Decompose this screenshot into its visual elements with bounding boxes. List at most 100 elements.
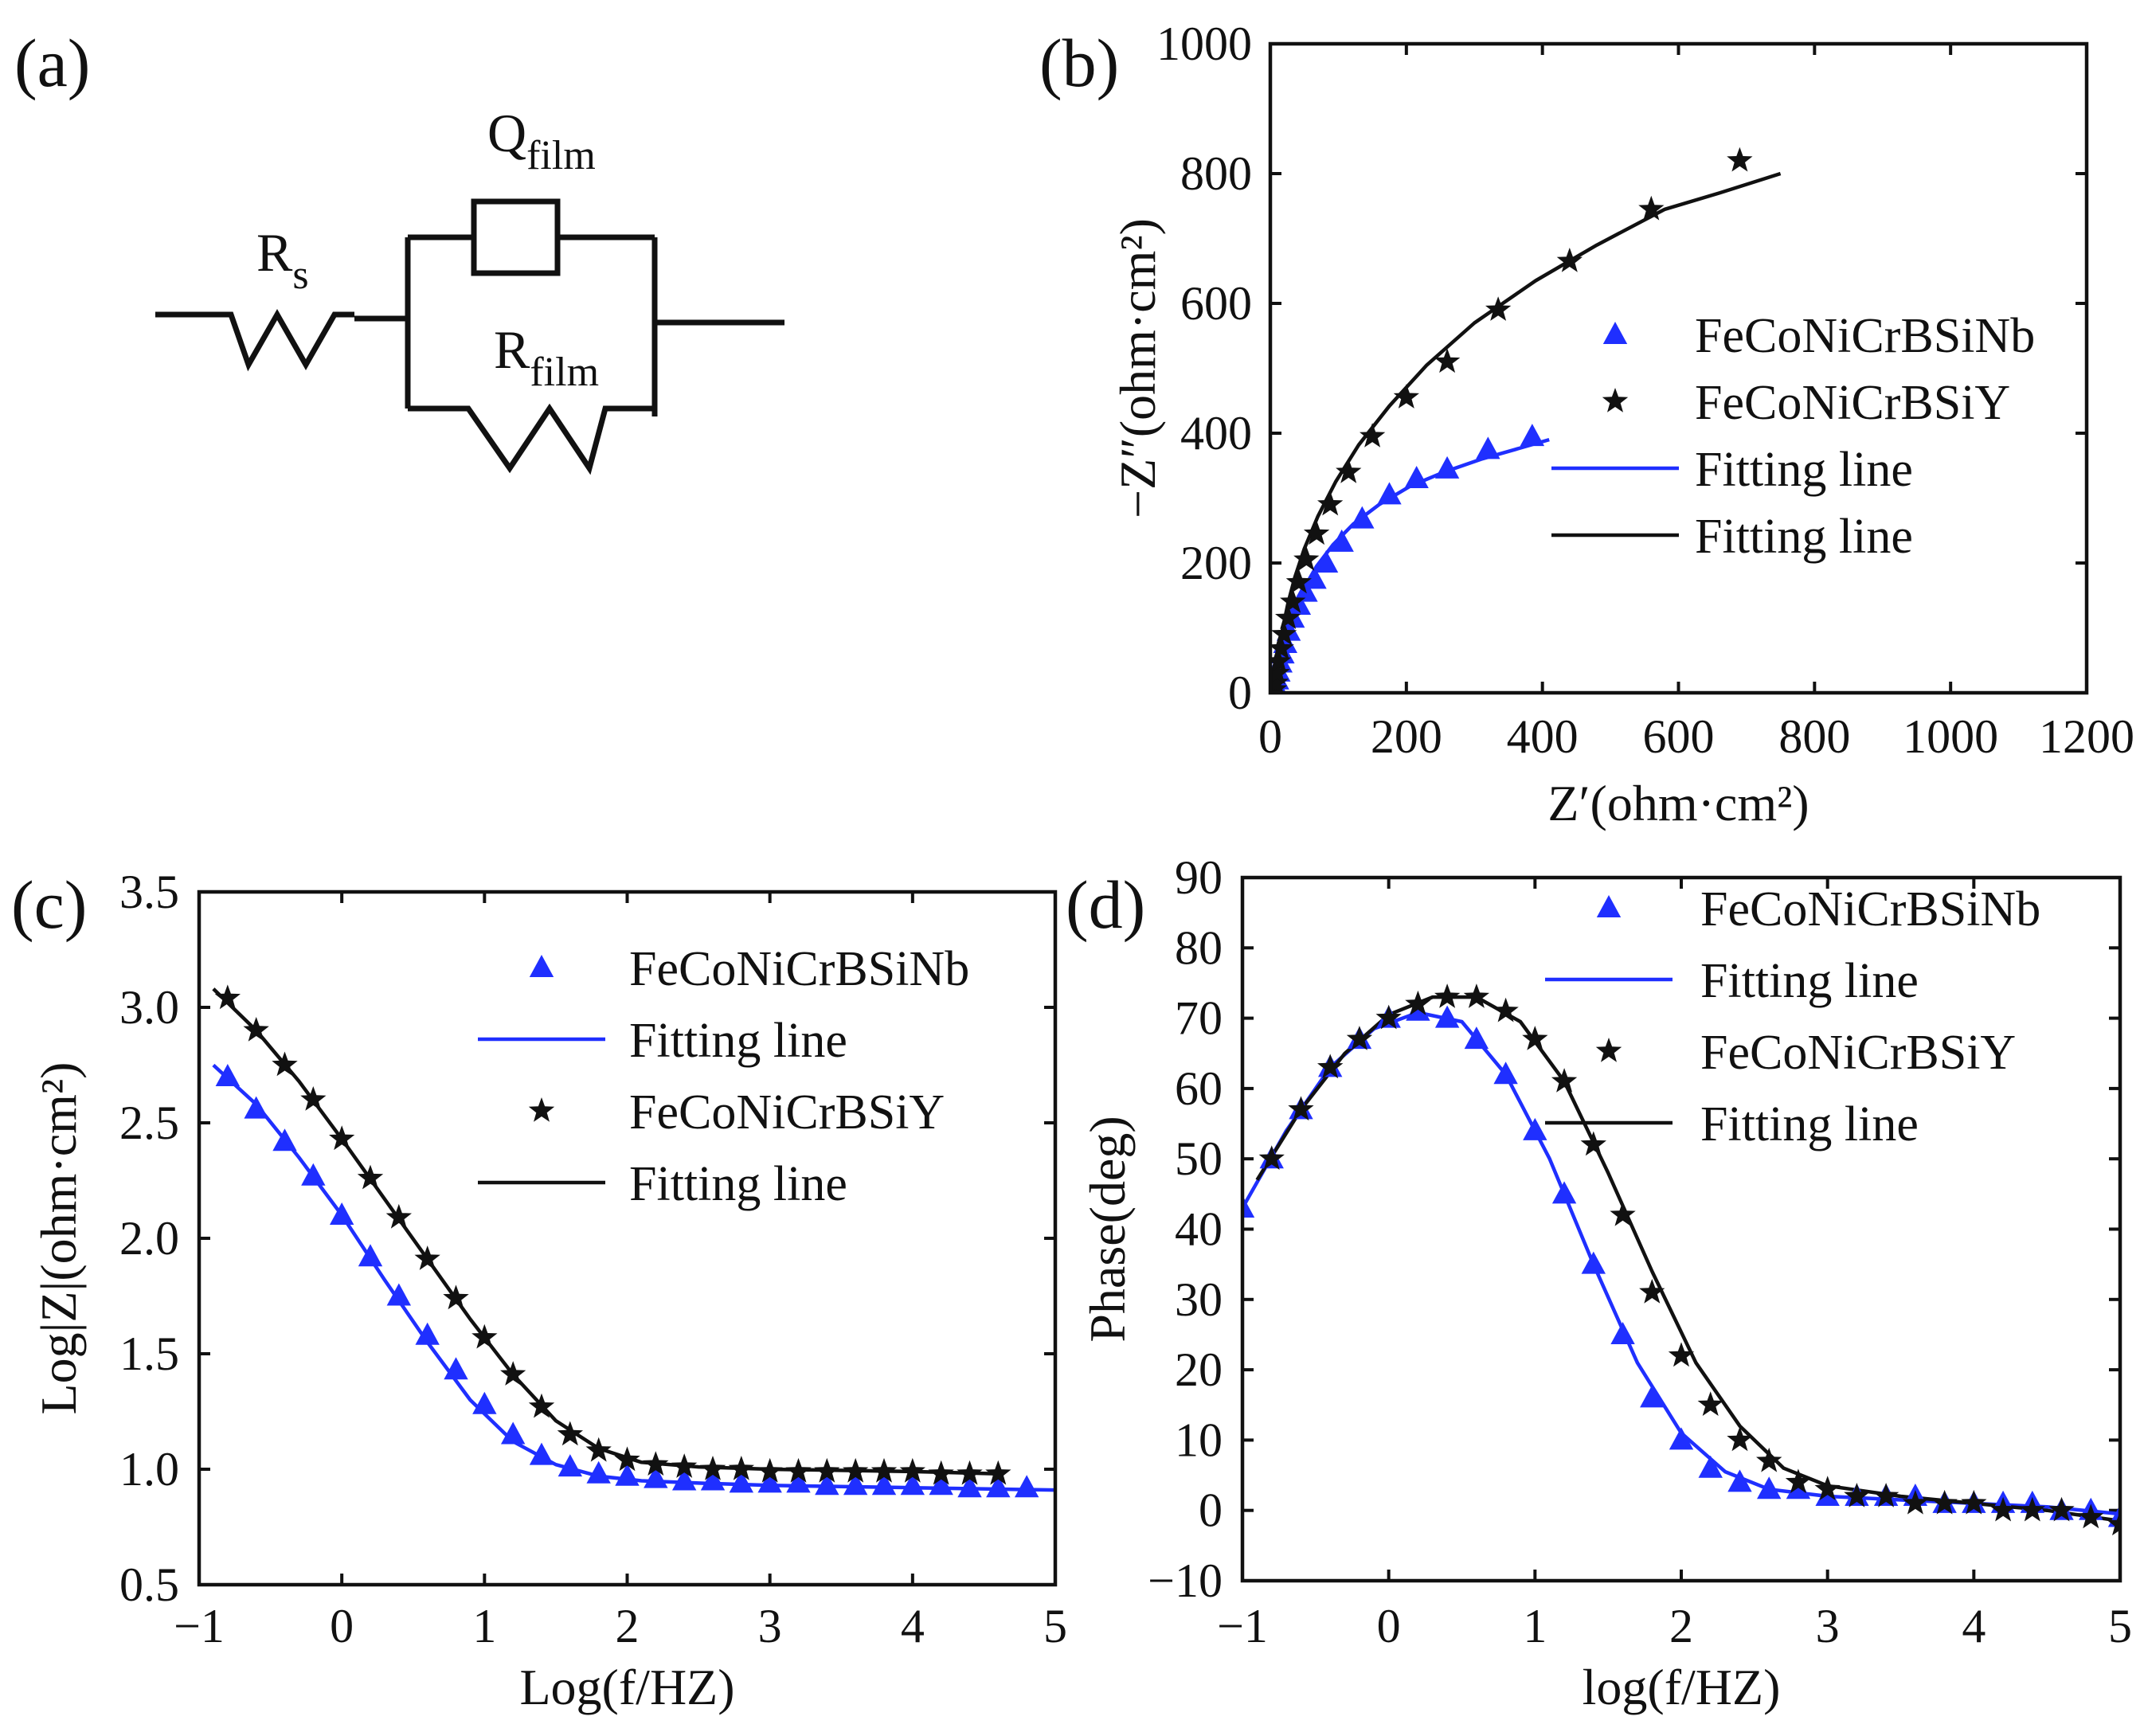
star-point: [1280, 588, 1306, 613]
star-point: [1989, 1496, 2017, 1522]
triangle-point: [1610, 1321, 1635, 1344]
star-point: [414, 1245, 440, 1270]
triangle-point: [272, 1128, 297, 1151]
y-tick-label: 30: [1175, 1273, 1223, 1326]
star-point: [272, 1051, 298, 1077]
y-tick-label: 2.0: [119, 1212, 179, 1265]
star-point: [357, 1164, 384, 1190]
triangle-point: [1757, 1476, 1782, 1499]
star-point: [1902, 1489, 1928, 1515]
triangle-point: [1520, 424, 1545, 447]
triangle-point: [644, 1465, 668, 1488]
x-tick-label: 0: [1258, 710, 1282, 763]
y-tick-label: 70: [1175, 992, 1223, 1045]
triangle-point: [815, 1472, 839, 1496]
triangle-point: [1313, 550, 1339, 573]
x-tick-label: 5: [2108, 1600, 2132, 1652]
triangle-point: [1493, 1062, 1518, 1085]
star-point: [928, 1460, 954, 1485]
triangle-point: [900, 1472, 925, 1496]
y-tick-label: 0: [1228, 667, 1252, 719]
star-point: [1485, 296, 1512, 321]
star-point: [899, 1457, 925, 1483]
triangle-point: [500, 1421, 526, 1445]
y-axis-label: −Z″(ohm·cm²): [1109, 218, 1166, 518]
legend-triangle-swatch: [1596, 895, 1622, 917]
star-point: [1270, 647, 1292, 673]
star-point: [2019, 1496, 2045, 1522]
star-point: [214, 984, 241, 1010]
star-point: [985, 1460, 1011, 1485]
rs-label: Rs: [256, 222, 309, 298]
star-point: [329, 1125, 355, 1151]
triangle-point: [472, 1391, 497, 1414]
star-point: [528, 1393, 555, 1418]
y-tick-label: 3.5: [119, 866, 179, 918]
star-point: [1556, 248, 1583, 272]
star-point: [2048, 1496, 2075, 1522]
legend-label: Fitting line: [1700, 1097, 1919, 1151]
triangle-point: [1302, 566, 1327, 589]
star-point: [500, 1361, 526, 1386]
legend-label: Fitting line: [1695, 510, 1913, 564]
star-point: [814, 1457, 840, 1483]
x-tick-label: 1: [472, 1600, 496, 1652]
star-point: [843, 1457, 869, 1483]
star-point: [1360, 423, 1386, 448]
legend-triangle-swatch: [1602, 322, 1628, 344]
panel-a-label: (a): [14, 25, 90, 101]
panel-c-label: (c): [11, 866, 87, 943]
triangle-point: [1377, 482, 1402, 505]
triangle-point: [586, 1460, 611, 1484]
triangle-point: [1350, 506, 1375, 529]
y-axis-label: Log|Z|(ohm·cm²): [30, 1062, 87, 1415]
star-point: [614, 1446, 640, 1472]
triangle-point: [1242, 1195, 1255, 1218]
star-point: [1405, 990, 1431, 1015]
triangle-point: [986, 1475, 1011, 1498]
series-FeCoNiCrBSiY: [1258, 983, 2120, 1536]
plot-area: [1242, 983, 2120, 1536]
series-FeCoNiCrBSiY: [1270, 147, 1753, 693]
star-point: [757, 1457, 783, 1483]
y-tick-label: 80: [1175, 921, 1223, 974]
star-point: [2078, 1503, 2104, 1529]
star-point: [1638, 195, 1665, 221]
triangle-point: [444, 1357, 468, 1380]
y-tick-label: 40: [1175, 1203, 1223, 1256]
x-tick-label: 200: [1371, 710, 1442, 763]
star-point: [1434, 348, 1461, 373]
star-point: [471, 1324, 498, 1349]
star-point: [1346, 1026, 1373, 1050]
triangle-point: [529, 1442, 554, 1465]
panel-d-label: (d): [1066, 866, 1145, 943]
legend-label: FeCoNiCrBSiNb: [629, 942, 969, 996]
series-FeCoNiCrBSiY: [214, 984, 1011, 1485]
legend-star-swatch: [528, 1097, 555, 1122]
x-tick-label: 0: [1377, 1600, 1401, 1652]
y-tick-label: 0: [1199, 1484, 1223, 1537]
triangle-point: [1640, 1385, 1665, 1408]
triangle-point: [929, 1472, 953, 1496]
triangle-point: [1669, 1427, 1694, 1450]
legend-label: Fitting line: [629, 1014, 847, 1068]
star-point: [1258, 1145, 1285, 1170]
triangle-point: [1434, 456, 1460, 479]
nyquist-chart: 0 200 400 600 800 1000 1200 0 200 400 600 800 1000 Z′…: [1109, 18, 2134, 831]
y-tick-label: 1000: [1156, 18, 1252, 70]
triangle-point: [215, 1064, 241, 1086]
y-tick-label: 0.5: [119, 1558, 179, 1611]
legend-label: FeCoNiCrBSiNb: [1695, 309, 2035, 363]
x-tick-label: 1: [1523, 1600, 1547, 1652]
triangle-point: [386, 1283, 412, 1306]
star-point: [1285, 569, 1312, 594]
triangle-point: [1727, 1469, 1752, 1492]
x-tick-label: 0: [330, 1600, 354, 1652]
star-point: [243, 1017, 269, 1042]
star-point: [1873, 1483, 1899, 1507]
x-tick-label: −1: [174, 1600, 225, 1652]
triangle-point: [729, 1470, 754, 1493]
star-point: [385, 1203, 412, 1229]
star-point: [1317, 1054, 1344, 1079]
triangle-point: [244, 1096, 268, 1119]
